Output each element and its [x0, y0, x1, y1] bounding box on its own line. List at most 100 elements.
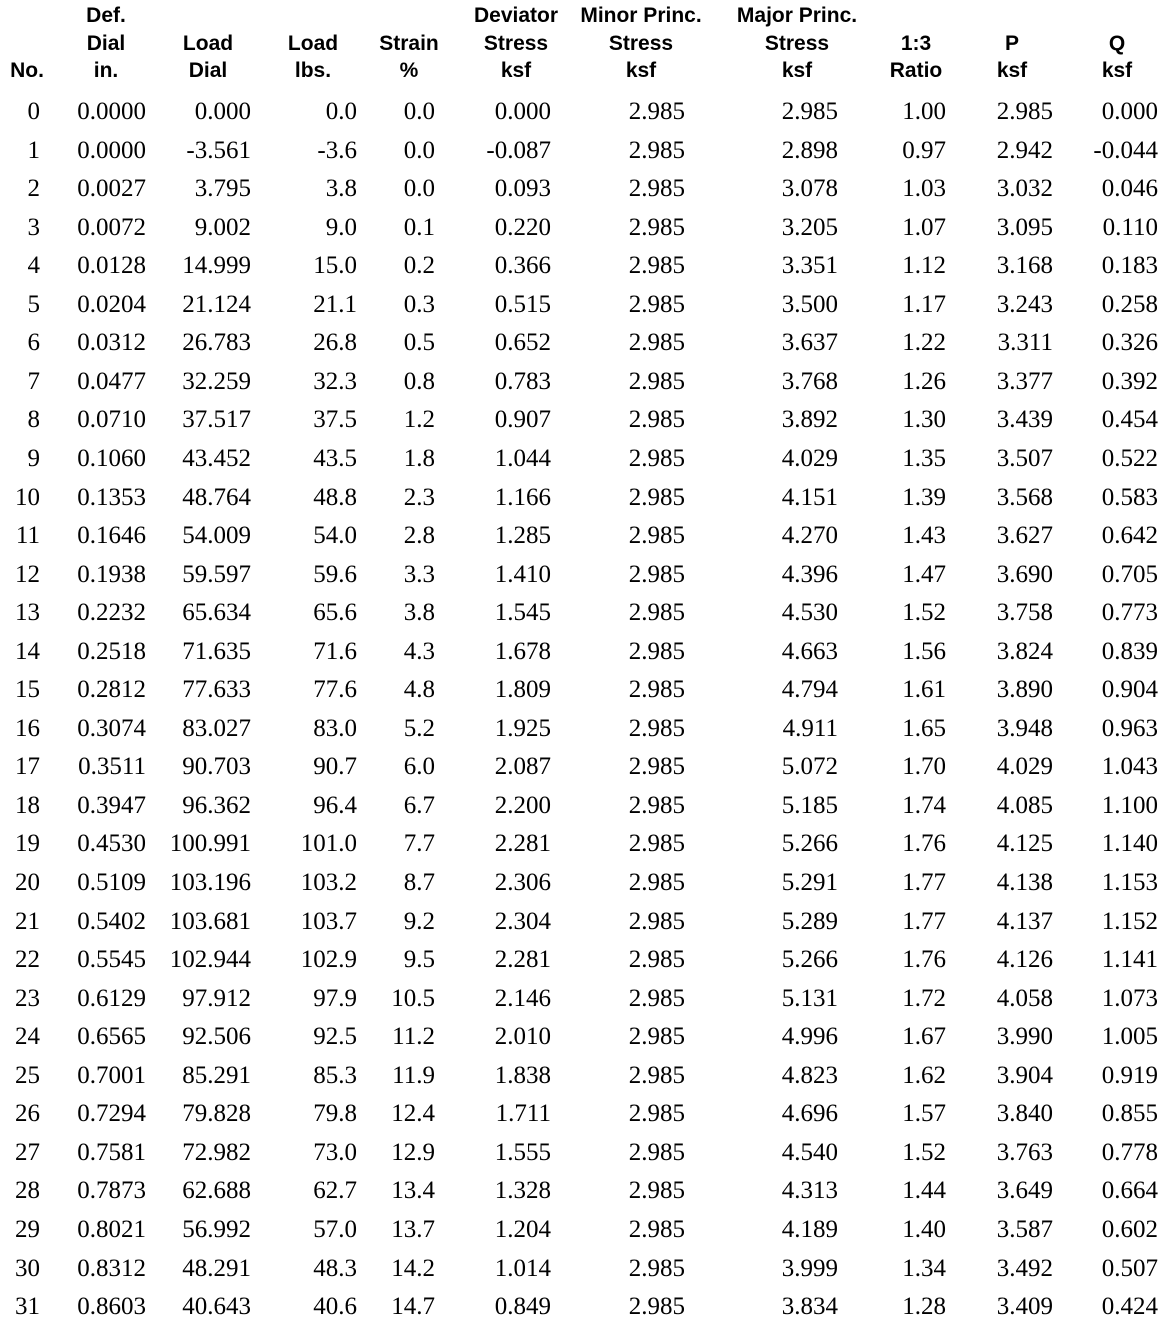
cell-load-lbs: 54.0: [313, 522, 357, 550]
cell-q: 0.258: [1101, 290, 1158, 318]
cell-major-princ-stress: 5.072: [781, 753, 838, 781]
cell-ratio: 1.77: [902, 907, 946, 935]
cell-minor-princ-stress: 2.985: [628, 98, 685, 125]
cell-load-lbs: 96.4: [313, 791, 357, 819]
cell-major-princ-stress: 3.078: [781, 175, 838, 203]
cell-load-dial: 26.783: [182, 329, 251, 357]
cell-ratio: 1.40: [902, 1215, 946, 1243]
cell-q: 0.522: [1101, 444, 1158, 472]
cell-no: 8: [27, 406, 41, 434]
cell-major-princ-stress: 4.189: [781, 1215, 838, 1243]
cell-p: 3.409: [996, 1293, 1053, 1320]
header-line: Stress: [608, 31, 674, 55]
header-line: %: [399, 59, 419, 82]
cell-def-dial: 0.5545: [77, 946, 146, 974]
cell-ratio: 1.26: [902, 367, 946, 395]
cell-p: 3.032: [996, 175, 1053, 203]
cell-def-dial: 0.7001: [77, 1061, 146, 1089]
cell-p: 4.058: [996, 984, 1053, 1012]
cell-load-lbs: 62.7: [313, 1177, 357, 1205]
cell-q: 0.183: [1101, 252, 1158, 280]
cell-deviator-stress: 1.014: [494, 1254, 551, 1282]
cell-deviator-stress: 1.328: [494, 1177, 551, 1205]
cell-deviator-stress: 2.281: [494, 830, 551, 858]
cell-strain: 14.7: [391, 1293, 435, 1320]
cell-strain: 4.8: [403, 676, 435, 704]
cell-ratio: 1.52: [902, 599, 946, 627]
cell-def-dial: 0.2232: [77, 599, 146, 627]
cell-load-dial: 90.703: [182, 753, 251, 781]
cell-minor-princ-stress: 2.985: [628, 637, 685, 665]
cell-strain: 6.7: [403, 791, 435, 819]
cell-strain: 13.4: [391, 1177, 435, 1205]
cell-strain: 0.0: [403, 175, 435, 203]
cell-major-princ-stress: 5.131: [781, 984, 838, 1012]
cell-load-lbs: 57.0: [313, 1215, 357, 1243]
cell-load-dial: 97.912: [182, 984, 251, 1012]
cell-load-lbs: 15.0: [313, 252, 357, 280]
cell-def-dial: 0.0710: [77, 406, 146, 434]
cell-no: 16: [15, 714, 40, 742]
cell-def-dial: 0.2518: [77, 637, 146, 665]
cell-load-dial: 59.597: [182, 560, 251, 588]
cell-minor-princ-stress: 2.985: [628, 406, 685, 434]
cell-q: 0.642: [1101, 522, 1158, 550]
header-line: Deviator: [473, 4, 559, 27]
cell-strain: 0.0: [403, 136, 435, 164]
cell-p: 2.985: [996, 98, 1053, 125]
cell-load-dial: 48.764: [182, 483, 251, 511]
cell-q: 0.963: [1101, 714, 1158, 742]
cell-q: 0.705: [1101, 560, 1158, 588]
cell-ratio: 1.77: [902, 869, 946, 896]
header-line: Minor Princ.: [580, 4, 702, 27]
cell-strain: 0.2: [403, 252, 435, 280]
header-line: [183, 2, 233, 30]
cell-ratio: 1.34: [902, 1254, 946, 1282]
cell-q: 0.000: [1101, 98, 1158, 125]
cell-def-dial: 0.7873: [77, 1177, 146, 1205]
cell-no: 14: [15, 637, 40, 665]
cell-minor-princ-stress: 2.985: [628, 1215, 685, 1243]
cell-deviator-stress: 0.515: [494, 290, 551, 318]
cell-p: 3.948: [996, 714, 1053, 742]
cell-ratio: 1.74: [902, 791, 946, 819]
cell-minor-princ-stress: 2.985: [628, 984, 685, 1012]
cell-ratio: 1.12: [902, 252, 946, 280]
cell-minor-princ-stress: 2.985: [628, 444, 685, 472]
cell-load-lbs: 92.5: [313, 1023, 357, 1051]
cell-major-princ-stress: 2.985: [781, 98, 838, 125]
cell-deviator-stress: 2.010: [494, 1023, 551, 1051]
cell-minor-princ-stress: 2.985: [628, 136, 685, 164]
cell-load-dial: 92.506: [182, 1023, 251, 1051]
cell-p: 3.377: [996, 367, 1053, 395]
cell-major-princ-stress: 4.540: [781, 1138, 838, 1166]
cell-load-dial: 37.517: [182, 406, 251, 434]
cell-major-princ-stress: 3.351: [781, 252, 838, 280]
header-line: ksf: [500, 59, 532, 82]
cell-ratio: 1.56: [902, 637, 946, 665]
cell-q: 0.602: [1101, 1215, 1158, 1243]
cell-p: 3.168: [996, 252, 1053, 280]
cell-no: 25: [15, 1061, 40, 1089]
cell-strain: 0.5: [403, 329, 435, 357]
cell-no: 27: [15, 1138, 40, 1166]
cell-load-dial: 14.999: [182, 252, 251, 280]
cell-p: 3.439: [996, 406, 1053, 434]
cell-load-lbs: 59.6: [313, 560, 357, 588]
cell-load-dial: 102.944: [169, 946, 251, 974]
cell-load-dial: 32.259: [182, 367, 251, 395]
cell-def-dial: 0.0312: [77, 329, 146, 357]
cell-strain: 7.7: [403, 830, 435, 858]
cell-load-dial: 72.982: [182, 1138, 251, 1166]
column-header-strain: Strain%: [379, 2, 439, 85]
cell-p: 3.763: [996, 1138, 1053, 1166]
cell-load-lbs: 90.7: [313, 753, 357, 781]
cell-def-dial: 0.1353: [77, 483, 146, 511]
cell-no: 20: [15, 869, 40, 896]
cell-q: 1.141: [1101, 946, 1158, 974]
cell-load-lbs: 26.8: [313, 329, 357, 357]
cell-major-princ-stress: 4.029: [781, 444, 838, 472]
cell-strain: 8.7: [403, 869, 435, 896]
cell-ratio: 1.28: [902, 1293, 946, 1320]
header-line: P: [1004, 31, 1020, 55]
